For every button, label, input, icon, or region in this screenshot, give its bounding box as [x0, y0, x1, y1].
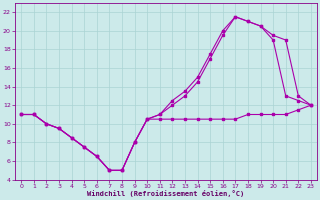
X-axis label: Windchill (Refroidissement éolien,°C): Windchill (Refroidissement éolien,°C) [87, 190, 245, 197]
